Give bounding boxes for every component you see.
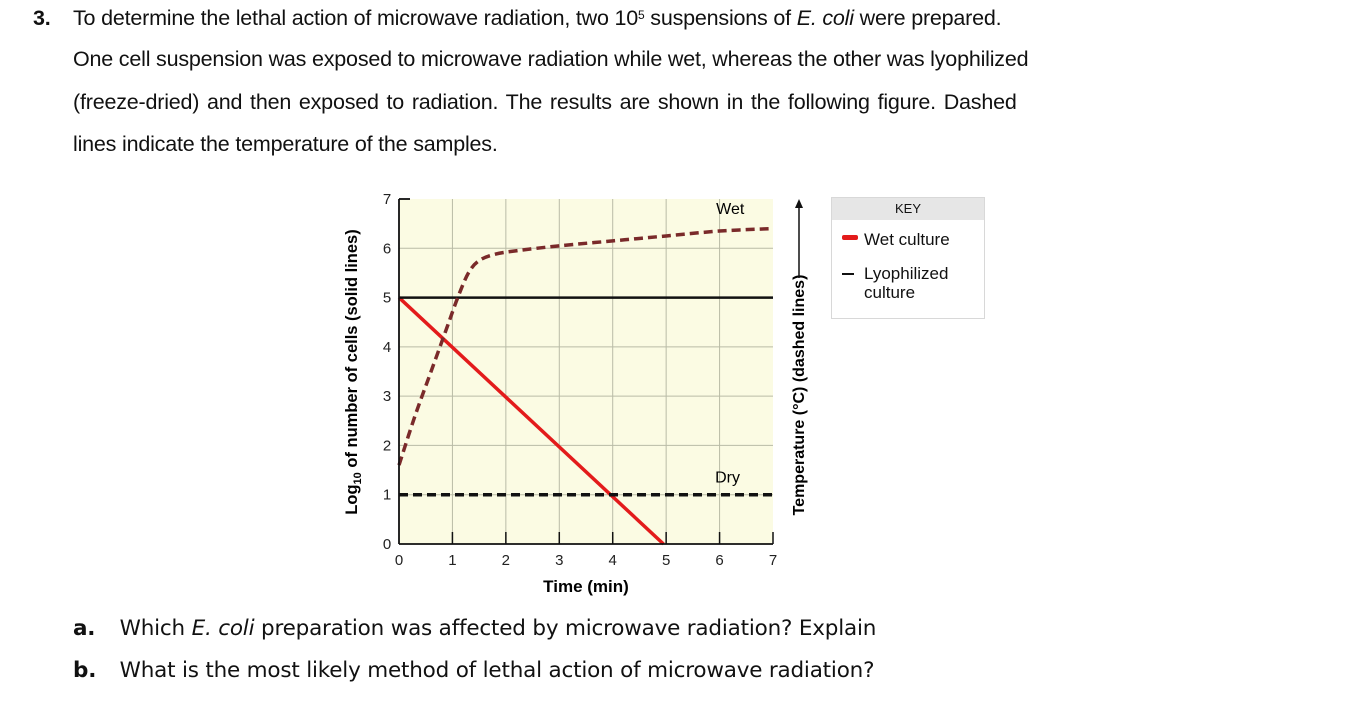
series-group (397, 226, 774, 546)
question-line-1: 3. To determine the lethal action of micr… (33, 0, 1002, 40)
y-axis-label-right: Temperature (°C) (dashed lines) (791, 275, 808, 516)
legend: KEY Wet culture Lyophilized culture (831, 197, 985, 319)
y-tick-label: 1 (383, 487, 391, 504)
question-line-4: lines indicate the temperature of the sa… (73, 132, 498, 156)
series-label-wet: Wet (716, 201, 745, 218)
subquestion-b: b. What is the most likely method of let… (73, 658, 874, 683)
y-tick-label: 7 (383, 191, 391, 208)
superscript: 5 (638, 8, 645, 22)
y-tick-label: 5 (383, 290, 391, 307)
x-tick-label: 1 (448, 552, 456, 569)
x-tick-label: 2 (502, 552, 510, 569)
legend-item-lyophilized: Lyophilized culture (842, 264, 972, 302)
x-tick-label: 4 (609, 552, 617, 569)
legend-label: Wet culture (864, 230, 950, 249)
question-number: 3. (33, 6, 51, 30)
species-name: E. coli (191, 616, 255, 641)
legend-swatch-wet (842, 235, 858, 241)
x-tick-label: 6 (715, 552, 723, 569)
y-tick-label: 4 (383, 339, 391, 356)
temperature-arrow-icon (795, 199, 803, 208)
legend-title: KEY (832, 198, 984, 220)
species-name: E. coli (796, 6, 854, 30)
x-tick-label: 0 (395, 552, 403, 569)
plot-area (399, 199, 773, 544)
y-tick-label: 0 (383, 536, 391, 553)
question-text: To determine the lethal action of microw… (73, 6, 639, 30)
y-label-post: of number of cells (solid lines) (343, 229, 361, 472)
x-axis-label: Time (min) (543, 577, 629, 596)
subquestion-a: a. Which E. coli preparation was affecte… (73, 616, 876, 641)
subquestion-text: What is the most likely method of lethal… (113, 658, 875, 683)
y-tick-label: 2 (383, 437, 391, 454)
series-label-dry: Dry (715, 469, 740, 486)
x-tick-label: 5 (662, 552, 670, 569)
y-axis-label-left: Log10 of number of cells (solid lines) (343, 229, 364, 514)
series-wet-temperature-line (397, 226, 774, 466)
subquestion-label: a. (73, 616, 96, 641)
legend-swatch-lyophilized (842, 273, 854, 275)
plot-background (399, 199, 773, 544)
axes (398, 198, 774, 545)
subquestion-label: b. (73, 658, 97, 683)
x-tick-label: 3 (555, 552, 563, 569)
question-text: suspensions of (644, 6, 797, 30)
question-text: were prepared. (853, 6, 1002, 30)
legend-label: Lyophilized culture (864, 264, 949, 302)
y-tick-label: 3 (383, 388, 391, 405)
question-line-2: One cell suspension was exposed to micro… (73, 47, 1029, 71)
x-tick-label: 7 (769, 552, 777, 569)
y-label-subscript: 10 (352, 472, 364, 484)
legend-item-wet: Wet culture (842, 230, 950, 250)
question-line-3: (freeze-dried) and then exposed to radia… (73, 90, 1017, 114)
y-label-pre: Log (343, 484, 361, 514)
subquestion-text: Which (113, 616, 192, 641)
tick-labels: 0 1 2 3 4 5 6 7 0 1 2 3 4 5 6 7 (383, 191, 777, 569)
subquestion-text: preparation was affected by microwave ra… (254, 616, 877, 641)
y-tick-label: 6 (383, 240, 391, 257)
